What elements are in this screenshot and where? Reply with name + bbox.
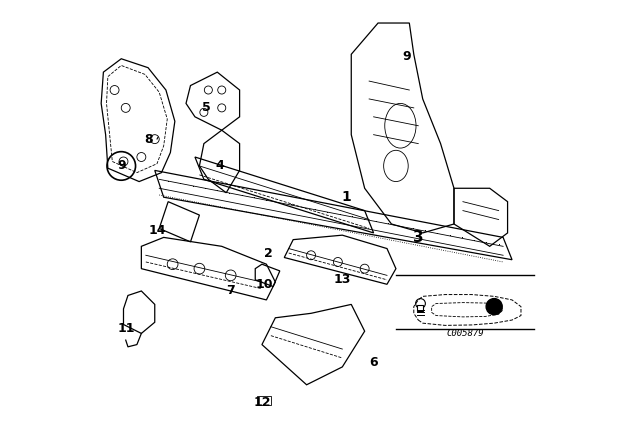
Circle shape (486, 298, 502, 314)
Text: 8: 8 (144, 133, 152, 146)
Text: 13: 13 (333, 273, 351, 286)
Text: 9: 9 (117, 159, 125, 172)
Text: 4: 4 (215, 159, 224, 172)
Text: 12: 12 (253, 396, 271, 409)
Text: 9: 9 (403, 50, 412, 63)
Text: 7: 7 (227, 284, 235, 297)
Text: 5: 5 (202, 101, 211, 114)
Text: 2: 2 (264, 246, 273, 259)
Text: 1: 1 (342, 190, 351, 204)
Text: 3: 3 (413, 230, 424, 245)
Text: 6: 6 (369, 356, 378, 369)
Text: 10: 10 (255, 278, 273, 291)
Text: 11: 11 (117, 323, 134, 336)
Text: 14: 14 (148, 224, 166, 237)
Text: C005879: C005879 (446, 329, 484, 338)
